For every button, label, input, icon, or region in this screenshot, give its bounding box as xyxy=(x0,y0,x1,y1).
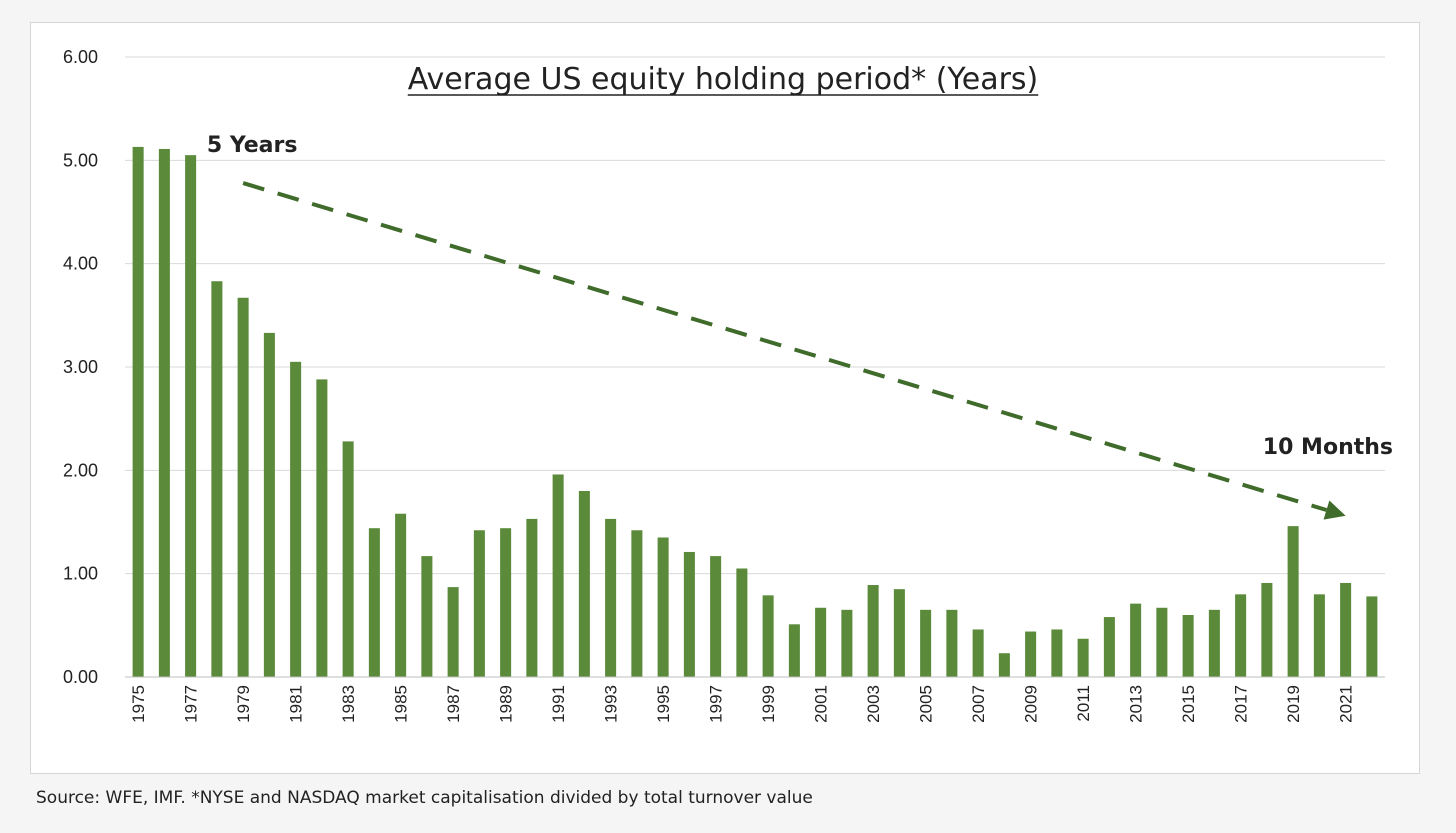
x-tick-label: 1989 xyxy=(497,685,516,723)
bar-2014 xyxy=(1156,607,1168,677)
x-axis-ticks: 1975 1977 1979 1981 1983 1985 1987 1989 1991 1993… xyxy=(129,685,1356,723)
bar-1992 xyxy=(578,491,590,677)
bar-1983 xyxy=(342,441,354,677)
bar-2001 xyxy=(815,607,827,677)
x-tick-label: 1987 xyxy=(444,685,463,723)
x-tick-label: 1991 xyxy=(549,685,568,723)
bar-1987 xyxy=(447,587,459,677)
bar-1977 xyxy=(185,155,197,677)
bar-2019 xyxy=(1287,526,1299,677)
y-axis-ticks: 0.00 1.00 2.00 3.00 4.00 5.00 6.00 xyxy=(63,47,98,687)
x-tick-label: 2019 xyxy=(1284,685,1303,723)
bar-1990 xyxy=(526,518,538,677)
bar-1981 xyxy=(290,361,302,677)
x-tick-label: 1999 xyxy=(759,685,778,723)
bar-1976 xyxy=(158,148,170,677)
x-tick-label: 2007 xyxy=(969,685,988,723)
bar-2016 xyxy=(1208,609,1220,677)
bar-1995 xyxy=(657,537,669,677)
bar-2008 xyxy=(998,653,1010,677)
x-tick-label: 2009 xyxy=(1022,685,1041,723)
bar-1999 xyxy=(762,595,774,677)
x-tick-label: 2013 xyxy=(1127,685,1146,723)
x-tick-label: 2015 xyxy=(1179,685,1198,723)
x-tick-label: 2003 xyxy=(864,685,883,723)
bar-1993 xyxy=(605,518,617,677)
bar-2021 xyxy=(1340,582,1352,677)
bar-1989 xyxy=(500,528,512,677)
trend-arrowhead xyxy=(1323,500,1346,520)
bar-1997 xyxy=(710,556,722,677)
bar-1986 xyxy=(421,556,433,677)
bar-2018 xyxy=(1261,582,1273,677)
bar-1985 xyxy=(395,513,407,677)
source-note: Source: WFE, IMF. *NYSE and NASDAQ marke… xyxy=(36,788,813,808)
bar-2005 xyxy=(920,609,932,677)
x-tick-label: 1985 xyxy=(392,685,411,723)
x-tick-label: 1979 xyxy=(234,685,253,723)
bar-1996 xyxy=(683,551,695,677)
bar-2017 xyxy=(1235,594,1247,677)
bar-1988 xyxy=(473,530,485,677)
x-tick-label: 1997 xyxy=(707,685,726,723)
annotation-start: 5 Years xyxy=(207,133,298,158)
y-tick-label: 1.00 xyxy=(63,564,98,584)
y-tick-label: 2.00 xyxy=(63,460,98,480)
bar-2012 xyxy=(1103,617,1115,677)
y-tick-label: 5.00 xyxy=(63,150,98,170)
bar-1982 xyxy=(316,379,328,677)
chart-title: Average US equity holding period* (Years… xyxy=(408,62,1039,97)
bars xyxy=(132,146,1378,677)
bar-2015 xyxy=(1182,615,1194,677)
bar-2007 xyxy=(972,629,984,677)
bar-2009 xyxy=(1025,631,1037,677)
trend-line xyxy=(242,181,1328,512)
bar-1998 xyxy=(736,568,748,677)
x-tick-label: 1995 xyxy=(654,685,673,723)
bar-1975 xyxy=(132,146,144,677)
bar-2022 xyxy=(1366,596,1378,677)
x-tick-label: 1993 xyxy=(602,685,621,723)
bar-2013 xyxy=(1130,603,1142,677)
bar-2004 xyxy=(893,589,905,677)
y-tick-label: 3.00 xyxy=(63,357,98,377)
x-tick-label: 1983 xyxy=(339,685,358,723)
bar-1980 xyxy=(263,332,275,677)
annotation-end: 10 Months xyxy=(1263,435,1393,460)
bar-1994 xyxy=(631,530,643,677)
bar-1978 xyxy=(211,281,223,677)
bar-1991 xyxy=(552,474,564,677)
x-tick-label: 1975 xyxy=(129,685,148,723)
bar-2002 xyxy=(841,609,853,677)
trend-arrow xyxy=(242,181,1346,520)
y-tick-label: 0.00 xyxy=(63,667,98,687)
bar-2003 xyxy=(867,585,879,677)
bar-1979 xyxy=(237,297,249,677)
bar-1984 xyxy=(368,528,380,677)
x-tick-label: 1981 xyxy=(287,685,306,723)
gridlines xyxy=(125,56,1385,575)
bar-2011 xyxy=(1077,638,1089,677)
x-tick-label: 1977 xyxy=(182,685,201,723)
x-tick-label: 2001 xyxy=(812,685,831,723)
x-tick-label: 2017 xyxy=(1232,685,1251,723)
bar-2000 xyxy=(788,624,800,677)
y-tick-label: 4.00 xyxy=(63,254,98,274)
bar-2020 xyxy=(1313,594,1325,677)
x-tick-label: 2011 xyxy=(1074,685,1093,722)
x-tick-label: 2021 xyxy=(1337,685,1356,723)
bar-2006 xyxy=(946,609,958,677)
y-tick-label: 6.00 xyxy=(63,47,98,67)
bar-2010 xyxy=(1051,629,1063,677)
x-tick-label: 2005 xyxy=(917,685,936,723)
